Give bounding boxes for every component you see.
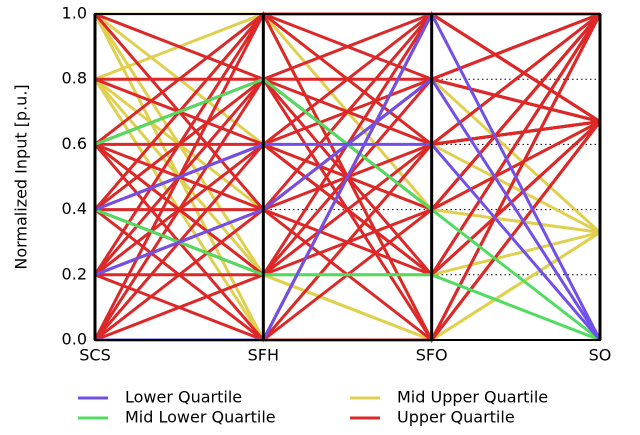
legend-label: Mid Lower Quartile xyxy=(125,408,276,427)
y-tick-label: 1.0 xyxy=(62,4,87,23)
y-tick-label: 0.8 xyxy=(62,69,87,88)
legend-label: Mid Upper Quartile xyxy=(397,388,548,407)
data-line xyxy=(94,142,602,341)
y-tick-label: 0.4 xyxy=(62,199,87,218)
data-line xyxy=(94,12,601,342)
legend-label: Upper Quartile xyxy=(397,408,515,427)
y-tick-label: 0.6 xyxy=(62,134,87,153)
data-line xyxy=(94,12,601,124)
legend-label: Lower Quartile xyxy=(125,388,242,407)
y-tick-label: 0.0 xyxy=(62,330,87,349)
x-tick-label: SFO xyxy=(416,346,448,365)
data-line xyxy=(95,10,602,342)
y-tick-label: 0.2 xyxy=(62,264,87,283)
x-tick-label: SFH xyxy=(248,346,279,365)
y-axis-label: Normalized Input [p.u.] xyxy=(12,84,31,269)
x-tick-label: SCS xyxy=(79,346,110,365)
x-tick-label: SO xyxy=(589,346,612,365)
